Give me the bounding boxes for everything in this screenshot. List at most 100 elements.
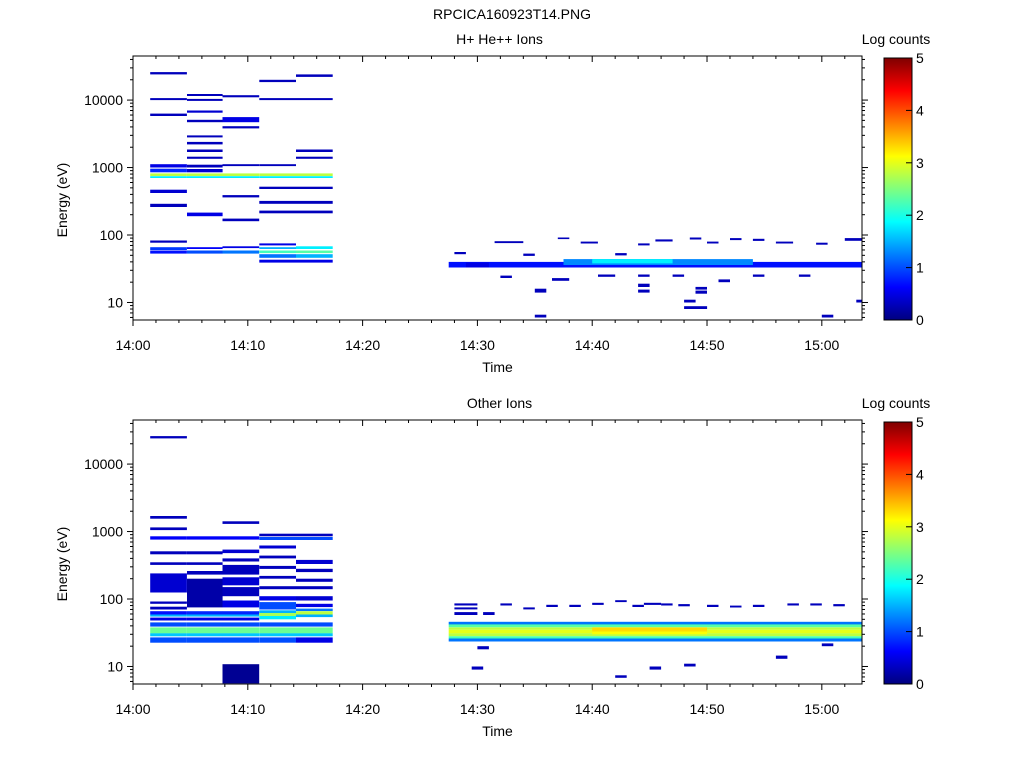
heatmap-cell [222,176,260,178]
heatmap-cell [707,604,719,607]
heatmap-cell [296,186,333,189]
heatmap-cell [296,614,333,618]
heatmap-cell [534,288,547,293]
heatmap-cell [592,602,604,605]
heatmap-cell [222,633,260,637]
heatmap-cell [448,636,862,639]
colorbar-tick-label: 2 [916,207,924,223]
heatmap-cell [296,633,333,637]
colorbar-tick-label: 3 [916,155,924,171]
heatmap-cell [296,74,333,77]
x-tick-label: 14:00 [115,337,150,353]
heatmap-cell [187,94,223,96]
heatmap-cell [150,250,187,254]
heatmap-cell [187,141,223,145]
heatmap-cell [592,259,673,264]
heatmap-cell [187,614,223,617]
heatmap-cell [649,666,662,670]
heatmap-cell [259,98,296,101]
heatmap-cell [222,564,260,575]
heatmap-cell [296,627,333,634]
x-tick-label: 14:40 [575,337,610,353]
heatmap-cells [150,436,862,684]
heatmap-cell [821,643,834,647]
heatmap-cell [222,600,260,608]
heatmap-cell [775,655,788,659]
heatmap-cell [222,637,260,643]
heatmap-cell [187,247,223,249]
x-tick-label: 15:00 [804,337,839,353]
x-axis-label: Time [482,359,513,375]
heatmap-cell [150,614,187,617]
heatmap-cell [833,604,845,607]
heatmap-cell [638,274,650,277]
heatmap-cell [296,250,333,254]
heatmap-cell [454,607,478,610]
heatmap-cell [592,627,707,632]
heatmap-cell [695,286,707,290]
heatmap-cell [810,603,822,606]
heatmap-cell [150,189,187,193]
heatmap-cell [259,533,296,537]
heatmap-cell [296,259,333,263]
heatmap-cell [730,605,742,608]
heatmap-cell [222,126,260,129]
heatmap-cell [259,243,296,246]
y-tick-label: 100 [100,227,124,243]
heatmap-cell [259,575,296,579]
heatmap-cell [448,633,862,637]
heatmap-cell [259,610,296,613]
heatmap-cell [259,173,296,176]
colorbar-tick-label: 1 [916,624,924,640]
colorbar-tick-label: 4 [916,102,924,118]
heatmap-cell [598,274,616,277]
heatmap-cell [222,95,260,98]
heatmap-cell [259,627,296,634]
heatmap-cell [222,117,260,123]
heatmap-cell [187,212,223,217]
heatmap-cell [222,250,260,254]
heatmap-cell [150,637,187,643]
heatmap-cell [259,565,296,569]
x-tick-label: 14:50 [689,701,724,717]
heatmap-cell [718,279,730,283]
heatmap-cell [296,533,333,537]
heatmap-cell [150,622,187,627]
heatmap-cell [150,164,187,168]
heatmap-cell [296,176,333,178]
heatmap-cell [187,627,223,634]
heatmap-cell [150,203,187,207]
heatmap-cell [187,622,223,627]
colorbar-tick-label: 0 [916,312,924,328]
heatmap-cell [187,173,223,176]
heatmap-cell [259,164,296,167]
colorbar-tick-label: 0 [916,676,924,692]
heatmap-cell [296,156,333,159]
y-tick-label: 100 [100,591,124,607]
heatmap-cell [150,611,187,615]
colorbar [883,421,913,685]
x-tick-label: 14:40 [575,701,610,717]
heatmap-cell [752,274,765,277]
y-tick-label: 1000 [92,524,123,540]
heatmap-cell [465,262,489,268]
colorbar-tick-label: 2 [916,571,924,587]
heatmap-cell [187,149,223,152]
heatmap-cell [222,218,260,222]
heatmap-cell [222,536,260,540]
heatmap-cell [296,173,333,176]
heatmap-cell [150,536,187,540]
heatmap-cell [187,110,223,113]
heatmap-cell [150,516,187,519]
heatmap-cell [222,622,260,627]
heatmap-cell [655,239,673,242]
heatmap-cell [187,617,223,621]
heatmap-cell [150,633,187,637]
heatmap-cell [684,306,708,309]
heatmap-cell [752,604,765,607]
heatmap-cell [534,314,547,318]
colorbar-tick-label: 3 [916,519,924,535]
heatmap-cell [296,98,333,101]
heatmap-cell [222,617,260,621]
figure-title: RPCICA160923T14.PNG [433,6,591,22]
